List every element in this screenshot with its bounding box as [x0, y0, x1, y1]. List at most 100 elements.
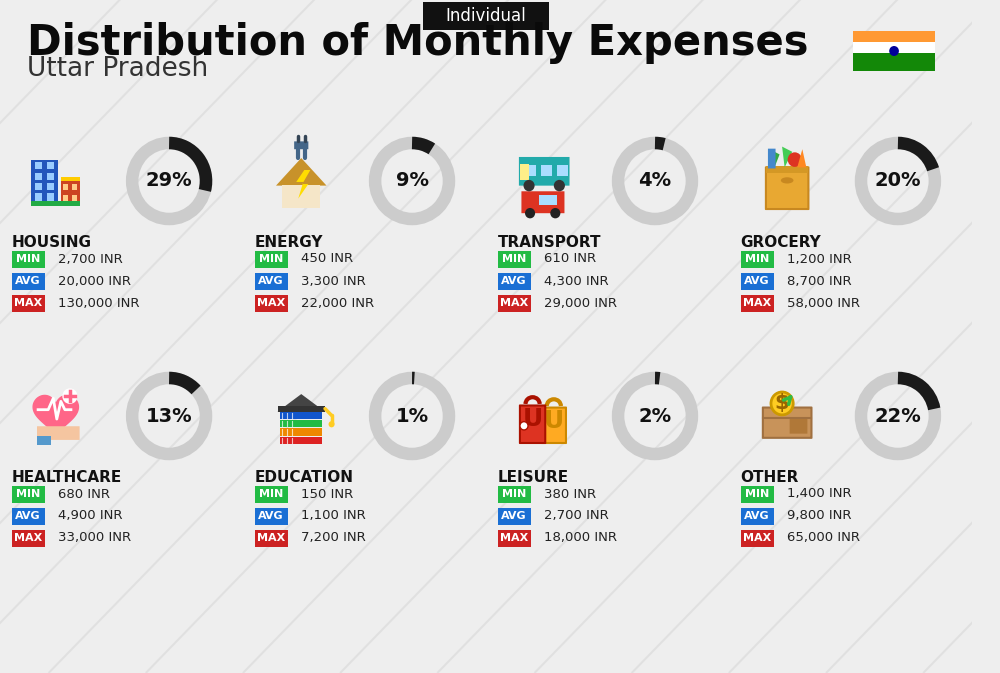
FancyBboxPatch shape — [519, 157, 570, 186]
Text: 1,100 INR: 1,100 INR — [301, 509, 366, 522]
Text: 65,000 INR: 65,000 INR — [787, 532, 860, 544]
FancyBboxPatch shape — [498, 507, 531, 524]
FancyBboxPatch shape — [741, 485, 774, 503]
Text: LEISURE: LEISURE — [498, 470, 569, 485]
Text: 7,200 INR: 7,200 INR — [301, 532, 366, 544]
FancyBboxPatch shape — [61, 177, 80, 206]
Text: 1,400 INR: 1,400 INR — [787, 487, 852, 501]
Text: 58,000 INR: 58,000 INR — [787, 297, 860, 310]
Text: 4%: 4% — [638, 172, 672, 190]
FancyBboxPatch shape — [498, 485, 531, 503]
FancyBboxPatch shape — [255, 250, 288, 267]
Text: MIN: MIN — [259, 489, 283, 499]
Polygon shape — [769, 149, 780, 168]
Text: AVG: AVG — [501, 276, 527, 286]
FancyBboxPatch shape — [741, 530, 774, 546]
Circle shape — [771, 392, 793, 415]
Text: MAX: MAX — [257, 533, 285, 543]
FancyBboxPatch shape — [255, 273, 288, 289]
FancyBboxPatch shape — [282, 185, 320, 208]
Text: 150 INR: 150 INR — [301, 487, 354, 501]
Text: ENERGY: ENERGY — [255, 235, 323, 250]
FancyBboxPatch shape — [31, 160, 58, 206]
Text: 33,000 INR: 33,000 INR — [58, 532, 131, 544]
FancyBboxPatch shape — [498, 273, 531, 289]
Circle shape — [550, 208, 560, 218]
FancyBboxPatch shape — [35, 172, 42, 180]
Text: AVG: AVG — [258, 276, 284, 286]
Text: 13%: 13% — [146, 406, 192, 425]
FancyBboxPatch shape — [12, 273, 45, 289]
FancyBboxPatch shape — [12, 485, 45, 503]
Text: 1,200 INR: 1,200 INR — [787, 252, 852, 266]
FancyBboxPatch shape — [520, 406, 545, 443]
Circle shape — [329, 421, 335, 427]
FancyBboxPatch shape — [741, 250, 774, 267]
Text: EDUCATION: EDUCATION — [255, 470, 354, 485]
FancyBboxPatch shape — [47, 162, 54, 170]
Text: AVG: AVG — [744, 511, 770, 521]
Text: HEALTHCARE: HEALTHCARE — [12, 470, 122, 485]
Text: 8,700 INR: 8,700 INR — [787, 275, 852, 287]
Text: 2%: 2% — [638, 406, 672, 425]
FancyBboxPatch shape — [741, 273, 774, 289]
Text: MIN: MIN — [259, 254, 283, 264]
Text: AVG: AVG — [501, 511, 527, 521]
FancyBboxPatch shape — [12, 507, 45, 524]
FancyBboxPatch shape — [72, 195, 77, 202]
Text: Individual: Individual — [446, 7, 526, 25]
Text: MAX: MAX — [257, 298, 285, 308]
Text: 2,700 INR: 2,700 INR — [544, 509, 609, 522]
Text: 380 INR: 380 INR — [544, 487, 596, 501]
Text: MIN: MIN — [16, 489, 40, 499]
FancyBboxPatch shape — [255, 530, 288, 546]
Text: AVG: AVG — [15, 511, 41, 521]
FancyBboxPatch shape — [539, 195, 557, 205]
Text: AVG: AVG — [744, 276, 770, 286]
Text: MAX: MAX — [743, 533, 771, 543]
Text: U: U — [522, 407, 543, 431]
FancyBboxPatch shape — [47, 172, 54, 180]
FancyBboxPatch shape — [766, 166, 808, 172]
Circle shape — [889, 46, 899, 56]
Text: MAX: MAX — [500, 533, 528, 543]
Text: MAX: MAX — [743, 298, 771, 308]
FancyBboxPatch shape — [37, 435, 51, 445]
FancyBboxPatch shape — [37, 426, 80, 440]
Text: HOUSING: HOUSING — [12, 235, 92, 250]
Text: AVG: AVG — [258, 511, 284, 521]
Text: 22%: 22% — [875, 406, 921, 425]
Polygon shape — [782, 147, 792, 168]
Text: MIN: MIN — [502, 254, 526, 264]
Circle shape — [523, 180, 535, 191]
Text: 22,000 INR: 22,000 INR — [301, 297, 374, 310]
FancyBboxPatch shape — [35, 162, 42, 170]
FancyBboxPatch shape — [498, 295, 531, 312]
Text: Uttar Pradesh: Uttar Pradesh — [27, 56, 208, 82]
Text: MAX: MAX — [14, 533, 42, 543]
Circle shape — [520, 422, 528, 430]
Circle shape — [525, 208, 535, 218]
Text: 9%: 9% — [396, 172, 429, 190]
FancyBboxPatch shape — [12, 250, 45, 267]
Text: GROCERY: GROCERY — [741, 235, 821, 250]
FancyBboxPatch shape — [541, 165, 552, 176]
Text: 29,000 INR: 29,000 INR — [544, 297, 617, 310]
FancyBboxPatch shape — [47, 193, 54, 201]
Text: 20%: 20% — [875, 172, 921, 190]
Polygon shape — [276, 158, 327, 186]
FancyBboxPatch shape — [31, 201, 80, 206]
FancyBboxPatch shape — [766, 168, 808, 209]
FancyBboxPatch shape — [278, 406, 325, 412]
Circle shape — [554, 180, 565, 191]
FancyBboxPatch shape — [12, 530, 45, 546]
FancyBboxPatch shape — [763, 408, 811, 438]
Text: MIN: MIN — [16, 254, 40, 264]
FancyBboxPatch shape — [61, 177, 80, 181]
FancyBboxPatch shape — [63, 195, 68, 202]
Text: 4,900 INR: 4,900 INR — [58, 509, 123, 522]
Text: 9,800 INR: 9,800 INR — [787, 509, 852, 522]
Text: 1%: 1% — [395, 406, 429, 425]
Circle shape — [62, 388, 78, 404]
Text: 4,300 INR: 4,300 INR — [544, 275, 609, 287]
